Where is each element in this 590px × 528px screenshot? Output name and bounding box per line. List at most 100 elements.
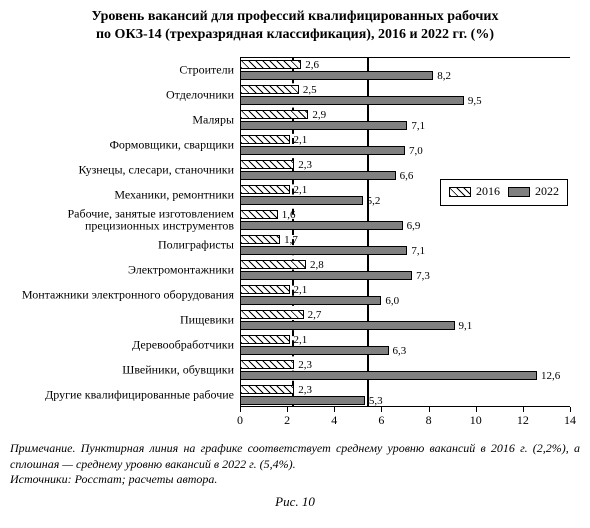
- chart-title: Уровень вакансий для профессий квалифици…: [10, 8, 580, 43]
- sources-lead: Источники:: [10, 472, 72, 486]
- x-tick-label: 4: [331, 413, 337, 428]
- bar-2022: [240, 271, 412, 280]
- bar-value-label: 2,3: [298, 159, 312, 171]
- bar-value-label: 9,5: [468, 95, 482, 107]
- category-label: Маляры: [14, 113, 234, 126]
- x-tick: [570, 407, 571, 412]
- bar-2022: [240, 346, 389, 355]
- bar-2016: [240, 135, 290, 144]
- bar-value-label: 2,6: [305, 59, 319, 71]
- category-label: Пищевики: [14, 313, 234, 326]
- sources-text: Росстат; расчеты автора.: [72, 472, 218, 486]
- bar-2022: [240, 246, 407, 255]
- bar-2016: [240, 160, 294, 169]
- legend-swatch: [508, 187, 530, 197]
- bar-value-label: 2,1: [294, 334, 308, 346]
- bar-2022: [240, 371, 537, 380]
- category-label: Деревообработчики: [14, 338, 234, 351]
- bar-value-label: 6,3: [393, 345, 407, 357]
- bar-2016: [240, 60, 301, 69]
- bar-value-label: 7,3: [416, 270, 430, 282]
- bar-value-label: 6,6: [400, 170, 414, 182]
- x-tick: [476, 407, 477, 412]
- bar-2016: [240, 210, 278, 219]
- bar-value-label: 2,7: [308, 309, 322, 321]
- legend-item: 2016: [449, 184, 500, 199]
- note-text: Пунктирная линия на графике соответствуе…: [10, 441, 580, 471]
- legend-label: 2022: [535, 184, 559, 199]
- x-tick-label: 0: [237, 413, 243, 428]
- x-tick: [240, 407, 241, 412]
- bar-value-label: 7,1: [411, 120, 425, 132]
- category-label: Электромонтажники: [14, 263, 234, 276]
- bar-2022: [240, 221, 403, 230]
- category-label: Механики, ремонтники: [14, 188, 234, 201]
- category-label: Формовщики, сварщики: [14, 138, 234, 151]
- bar-2022: [240, 96, 464, 105]
- bar-2022: [240, 121, 407, 130]
- bar-value-label: 7,0: [409, 145, 423, 157]
- x-tick: [381, 407, 382, 412]
- figure-caption: Рис. 10: [10, 494, 580, 510]
- bar-2016: [240, 235, 280, 244]
- bar-value-label: 2,5: [303, 84, 317, 96]
- bar-value-label: 5,2: [367, 195, 381, 207]
- bar-value-label: 2,1: [294, 184, 308, 196]
- legend-item: 2022: [508, 184, 559, 199]
- category-label: Другие квалифицированные рабочие: [14, 388, 234, 401]
- x-tick-label: 10: [470, 413, 482, 428]
- bar-2016: [240, 360, 294, 369]
- category-label: Швейники, обувщики: [14, 363, 234, 376]
- bar-value-label: 6,9: [407, 220, 421, 232]
- category-label: Полиграфисты: [14, 238, 234, 251]
- chart-notes: Примечание. Пунктирная линия на графике …: [10, 441, 580, 488]
- bar-value-label: 2,1: [294, 134, 308, 146]
- bar-2022: [240, 146, 405, 155]
- bar-2016: [240, 385, 294, 394]
- legend-swatch: [449, 187, 471, 197]
- bar-2022: [240, 296, 381, 305]
- x-tick-label: 12: [517, 413, 529, 428]
- bar-value-label: 2,3: [298, 384, 312, 396]
- title-line-1: Уровень вакансий для профессий квалифици…: [92, 9, 499, 24]
- bar-value-label: 9,1: [459, 320, 473, 332]
- bar-chart: 02468101214Строители2,68,2Отделочники2,5…: [10, 51, 580, 431]
- bar-2016: [240, 310, 304, 319]
- bar-2022: [240, 171, 396, 180]
- bar-2016: [240, 260, 306, 269]
- category-label: Кузнецы, слесари, станочники: [14, 163, 234, 176]
- bar-2022: [240, 196, 363, 205]
- x-tick-label: 2: [284, 413, 290, 428]
- x-tick: [334, 407, 335, 412]
- x-tick: [429, 407, 430, 412]
- category-label: Рабочие, занятые изготовлением прецизион…: [14, 207, 234, 232]
- note-lead: Примечание.: [10, 441, 76, 455]
- bar-value-label: 5,3: [369, 395, 383, 407]
- bar-value-label: 2,3: [298, 359, 312, 371]
- bar-value-label: 7,1: [411, 245, 425, 257]
- x-tick-label: 8: [426, 413, 432, 428]
- bar-2016: [240, 85, 299, 94]
- bar-value-label: 6,0: [385, 295, 399, 307]
- bar-value-label: 1,6: [282, 209, 296, 221]
- reference-line-avg-2022: [367, 57, 369, 407]
- bar-2016: [240, 285, 290, 294]
- bar-2022: [240, 396, 365, 405]
- title-line-2: по ОКЗ-14 (трехразрядная классификация),…: [96, 27, 494, 42]
- bar-value-label: 1,7: [284, 234, 298, 246]
- bar-value-label: 12,6: [541, 370, 560, 382]
- bar-2022: [240, 71, 433, 80]
- bar-2022: [240, 321, 455, 330]
- category-label: Отделочники: [14, 88, 234, 101]
- x-tick: [523, 407, 524, 412]
- bar-2016: [240, 335, 290, 344]
- x-tick: [287, 407, 288, 412]
- legend-label: 2016: [476, 184, 500, 199]
- bar-value-label: 2,9: [312, 109, 326, 121]
- bar-2016: [240, 185, 290, 194]
- x-tick-label: 14: [564, 413, 576, 428]
- category-label: Монтажники электронного оборудования: [14, 288, 234, 301]
- bar-value-label: 2,1: [294, 284, 308, 296]
- x-tick-label: 6: [378, 413, 384, 428]
- bar-value-label: 8,2: [437, 70, 451, 82]
